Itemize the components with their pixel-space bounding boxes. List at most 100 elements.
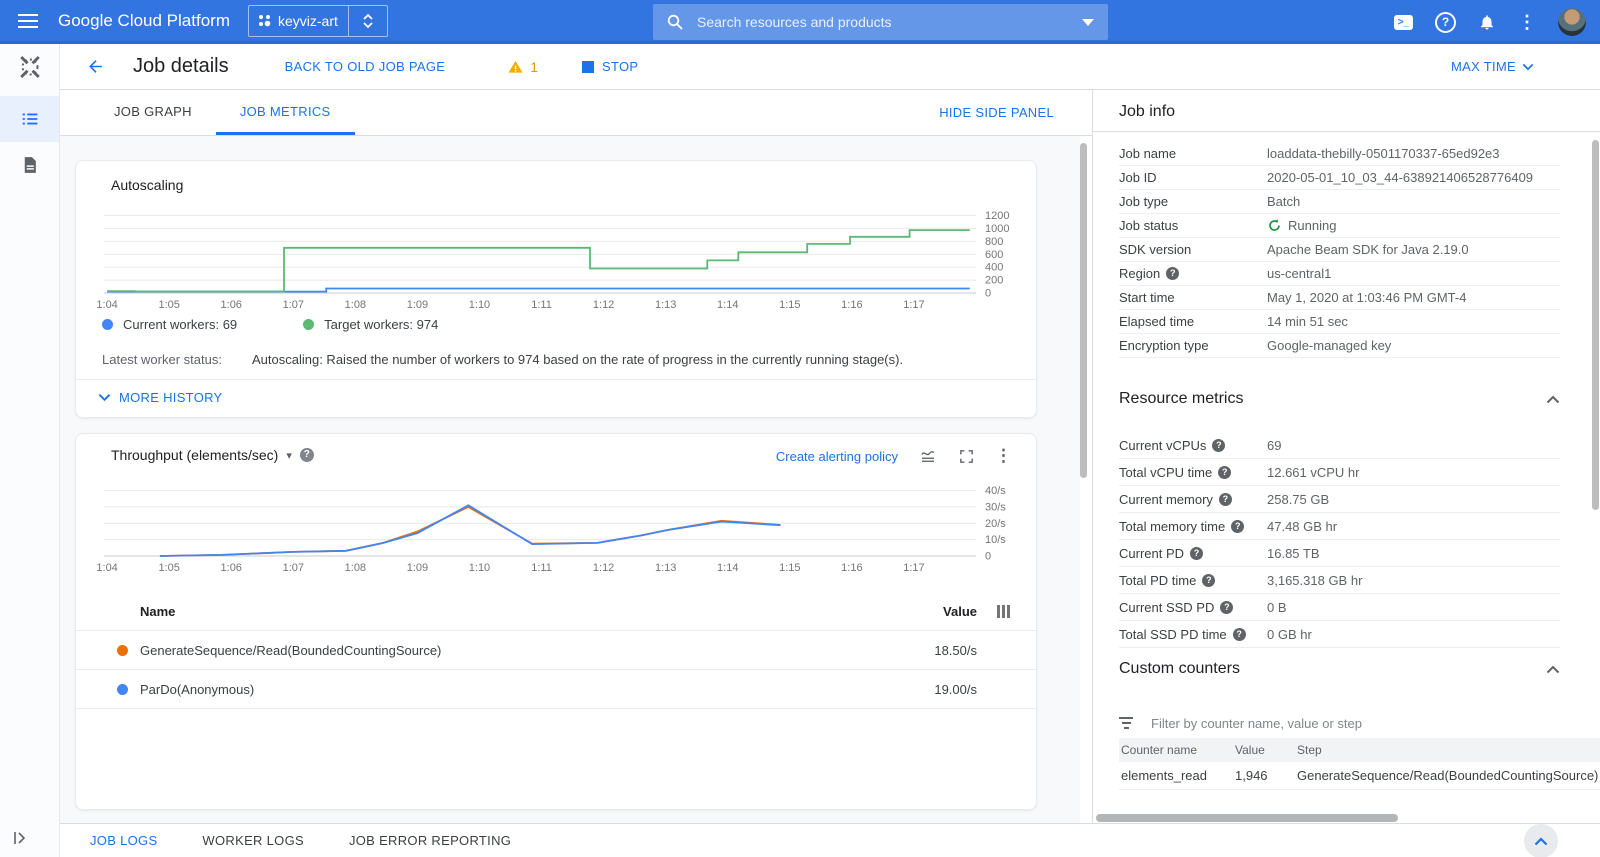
job-info-row: SDK version Apache Beam SDK for Java 2.1… (1119, 238, 1560, 262)
column-picker-icon[interactable] (997, 605, 1010, 618)
warning-badge[interactable]: 1 (507, 59, 538, 75)
logs-bottom-bar: JOB LOGS WORKER LOGS JOB ERROR REPORTING (60, 823, 1600, 857)
svg-text:1:10: 1:10 (469, 562, 490, 572)
tab-job-graph[interactable]: JOB GRAPH (114, 103, 192, 119)
sidebar-item-dataflow-home[interactable] (0, 44, 59, 90)
svg-text:40/s: 40/s (985, 485, 1006, 497)
filter-icon (1119, 717, 1133, 729)
chevron-up-icon (1534, 836, 1548, 845)
stop-button[interactable]: STOP (582, 59, 638, 74)
search-bar[interactable] (653, 4, 1108, 40)
svg-text:1:06: 1:06 (221, 299, 242, 309)
series-dot (117, 684, 128, 695)
resource-row: Total PD time 3,165.318 GB hr (1119, 567, 1560, 594)
warning-icon (508, 60, 523, 73)
help-icon[interactable] (1220, 600, 1234, 614)
svg-text:1:12: 1:12 (593, 299, 614, 309)
help-icon[interactable] (1435, 11, 1456, 33)
counter-filter (1119, 708, 1560, 739)
collapse-section-icon[interactable] (1546, 665, 1560, 674)
help-icon[interactable] (1166, 267, 1180, 280)
notifications-bell-icon[interactable] (1478, 12, 1496, 32)
svg-text:1:11: 1:11 (531, 562, 552, 572)
svg-text:1:04: 1:04 (96, 562, 117, 572)
panel-horizontal-scrollbar[interactable] (1096, 814, 1398, 822)
chevron-down-icon[interactable] (286, 449, 292, 462)
more-options-icon[interactable] (1518, 12, 1536, 33)
tab-job-metrics[interactable]: JOB METRICS (215, 90, 355, 135)
chevron-down-icon (98, 394, 111, 402)
more-history-button[interactable]: MORE HISTORY (98, 390, 223, 405)
throughput-table-header: Name Value (76, 592, 1036, 631)
svg-text:1:10: 1:10 (469, 299, 490, 309)
help-icon[interactable] (1202, 573, 1216, 587)
metrics-content: Autoscaling 0 200 400 600 800 1000 1200 1:04 1:0… (60, 136, 1080, 823)
svg-text:1:09: 1:09 (407, 562, 428, 572)
sidebar-item-jobs-list[interactable] (0, 96, 59, 142)
help-icon[interactable] (1231, 519, 1245, 533)
tab-job-error-reporting[interactable]: JOB ERROR REPORTING (348, 833, 512, 848)
tab-job-logs[interactable]: JOB LOGS (90, 833, 158, 848)
help-icon[interactable] (1218, 465, 1232, 479)
divider (347, 5, 349, 36)
panel-scrollbar[interactable] (1592, 140, 1599, 510)
help-icon[interactable] (299, 448, 314, 462)
panel-title: Job info (1119, 103, 1176, 120)
running-status-icon (1269, 219, 1280, 231)
back-to-old-job-page-link[interactable]: BACK TO OLD JOB PAGE (284, 59, 446, 74)
metrics-explorer-icon[interactable] (918, 447, 938, 465)
job-info-panel: Job info Job name loaddata-thebilly-0501… (1092, 90, 1600, 823)
collapse-section-icon[interactable] (1546, 395, 1560, 404)
account-avatar[interactable] (1558, 8, 1586, 36)
hide-side-panel-link[interactable]: HIDE SIDE PANEL (939, 105, 1054, 120)
time-range-dropdown[interactable]: MAX TIME (1451, 59, 1534, 74)
svg-text:1:17: 1:17 (903, 299, 924, 309)
throughput-header: Throughput (elements/sec) (111, 447, 314, 463)
counter-filter-input[interactable] (1149, 714, 1560, 732)
svg-text:1:14: 1:14 (717, 299, 738, 309)
project-switcher-icon[interactable] (349, 12, 387, 30)
expand-logs-button[interactable] (1524, 824, 1558, 857)
svg-text:200: 200 (985, 275, 1003, 287)
search-input[interactable] (695, 13, 1082, 31)
resource-row: Current PD 16.85 TB (1119, 540, 1560, 567)
throughput-metric-dropdown[interactable]: Throughput (elements/sec) (111, 447, 279, 463)
fullscreen-icon[interactable] (958, 448, 975, 465)
stop-icon (582, 60, 595, 73)
custom-counters-header: Custom counters (1119, 660, 1560, 678)
svg-text:1:08: 1:08 (345, 562, 366, 572)
main-scrollbar[interactable] (1080, 143, 1087, 478)
tab-worker-logs[interactable]: WORKER LOGS (202, 833, 304, 848)
back-arrow-button[interactable] (86, 57, 105, 76)
dataflow-logo-icon (19, 55, 40, 79)
svg-text:0: 0 (985, 288, 991, 300)
expand-panel-icon[interactable] (12, 830, 28, 851)
help-icon[interactable] (1212, 438, 1226, 452)
help-icon[interactable] (1190, 546, 1204, 560)
project-selector[interactable]: keyviz-art (247, 4, 388, 37)
job-info-row: Job name loaddata-thebilly-0501170337-65… (1119, 142, 1560, 166)
svg-text:1:07: 1:07 (283, 562, 304, 572)
job-info-row: Job status Running (1119, 214, 1560, 238)
resource-metrics-header: Resource metrics (1119, 390, 1560, 408)
resource-metrics-rows: Current vCPUs 69 Total vCPU time 12.661 … (1119, 432, 1560, 648)
chart-options-icon[interactable] (995, 446, 1012, 466)
counters-table-header: Counter name Value Step (1119, 738, 1600, 762)
help-icon[interactable] (1232, 627, 1246, 641)
svg-text:1:12: 1:12 (593, 562, 614, 572)
counter-row: elements_read 1,946 GenerateSequence/Rea… (1119, 762, 1600, 790)
svg-text:1:17: 1:17 (903, 562, 924, 572)
cloud-shell-icon[interactable] (1394, 14, 1413, 30)
search-dropdown-icon[interactable] (1082, 18, 1094, 26)
help-icon[interactable] (1218, 492, 1232, 506)
svg-text:30/s: 30/s (985, 501, 1006, 513)
svg-text:1:08: 1:08 (345, 299, 366, 309)
throughput-toolbar: Create alerting policy (776, 446, 1012, 466)
menu-icon[interactable] (6, 0, 50, 43)
document-icon (24, 157, 36, 173)
svg-text:600: 600 (985, 249, 1003, 261)
sidebar-item-job-snapshots[interactable] (0, 142, 59, 188)
create-alerting-policy-link[interactable]: Create alerting policy (775, 448, 898, 464)
